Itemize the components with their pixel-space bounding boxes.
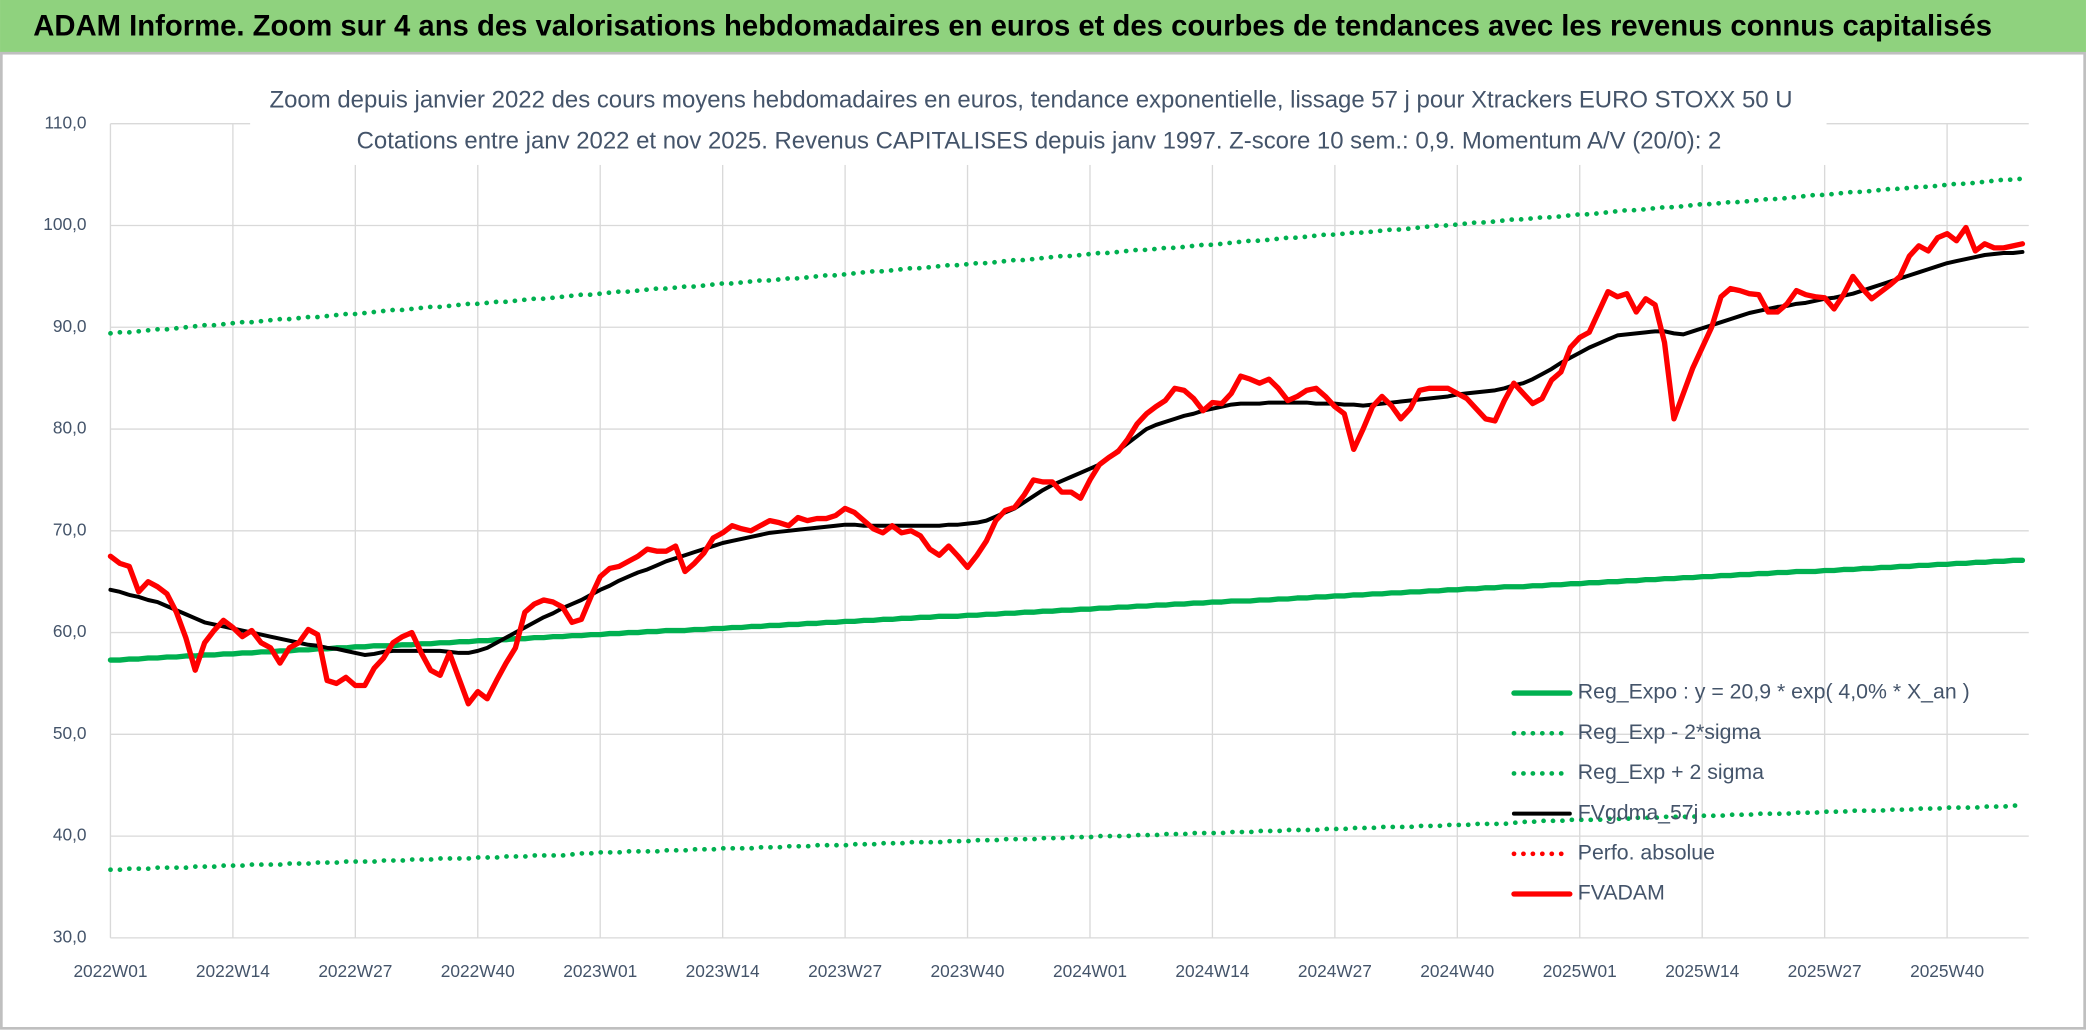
x-tick-label: 2024W27 <box>1298 961 1372 981</box>
x-tick-label: 2023W01 <box>563 961 637 981</box>
legend-label: Reg_Expo : y = 20,9 * exp( 4,0% * X_an ) <box>1578 680 1970 704</box>
series-line <box>107 224 2026 707</box>
header-title: ADAM Informe. Zoom sur 4 ans des valoris… <box>33 11 1992 43</box>
legend: Reg_Expo : y = 20,9 * exp( 4,0% * X_an )… <box>1511 680 1970 905</box>
frame <box>0 51 2086 1030</box>
x-tick-label: 2025W40 <box>1910 961 1984 981</box>
y-tick-label: 60,0 <box>53 621 87 641</box>
chart-subtitle: Cotations entre janv 2022 et nov 2025. R… <box>357 128 1722 155</box>
title-box <box>250 79 1827 165</box>
x-tick-label: 2024W14 <box>1175 961 1249 981</box>
x-tick-label: 2024W40 <box>1420 961 1494 981</box>
legend-label: Perfo. absolue <box>1578 840 1715 864</box>
x-tick-label: 2022W01 <box>73 961 147 981</box>
legend-label: Reg_Exp - 2*sigma <box>1578 720 1761 744</box>
series-line <box>107 557 2026 663</box>
series-line <box>108 249 2025 657</box>
y-tick-label: 110,0 <box>45 112 87 132</box>
x-tick-label: 2025W01 <box>1543 961 1617 981</box>
series-layer <box>107 176 2026 873</box>
x-tick-label: 2024W01 <box>1053 961 1127 981</box>
x-tick-label: 2025W14 <box>1665 961 1739 981</box>
y-tick-label: 100,0 <box>43 214 86 234</box>
y-tick-label: 70,0 <box>53 519 87 539</box>
legend-label: FVADAM <box>1578 881 1665 905</box>
x-tick-label: 2023W14 <box>686 961 760 981</box>
chart-title: Zoom depuis janvier 2022 des cours moyen… <box>269 86 1792 113</box>
y-tick-label: 30,0 <box>53 926 87 946</box>
y-tick-label: 90,0 <box>53 316 87 336</box>
y-tick-label: 40,0 <box>53 825 87 845</box>
y-tick-label: 50,0 <box>53 723 87 743</box>
x-tick-label: 2023W27 <box>808 961 882 981</box>
legend-label: Reg_Exp + 2 sigma <box>1578 760 1764 784</box>
series-line <box>108 176 2025 336</box>
x-tick-label: 2022W40 <box>441 961 515 981</box>
x-tick-label: 2022W14 <box>196 961 270 981</box>
series-line <box>108 803 2025 873</box>
header-bar <box>0 0 2086 54</box>
x-tick-label: 2025W27 <box>1788 961 1862 981</box>
x-tick-label: 2022W27 <box>318 961 392 981</box>
y-tick-label: 80,0 <box>53 418 87 438</box>
x-tick-label: 2023W40 <box>931 961 1005 981</box>
legend-label: FVgdma_57j <box>1578 800 1699 824</box>
